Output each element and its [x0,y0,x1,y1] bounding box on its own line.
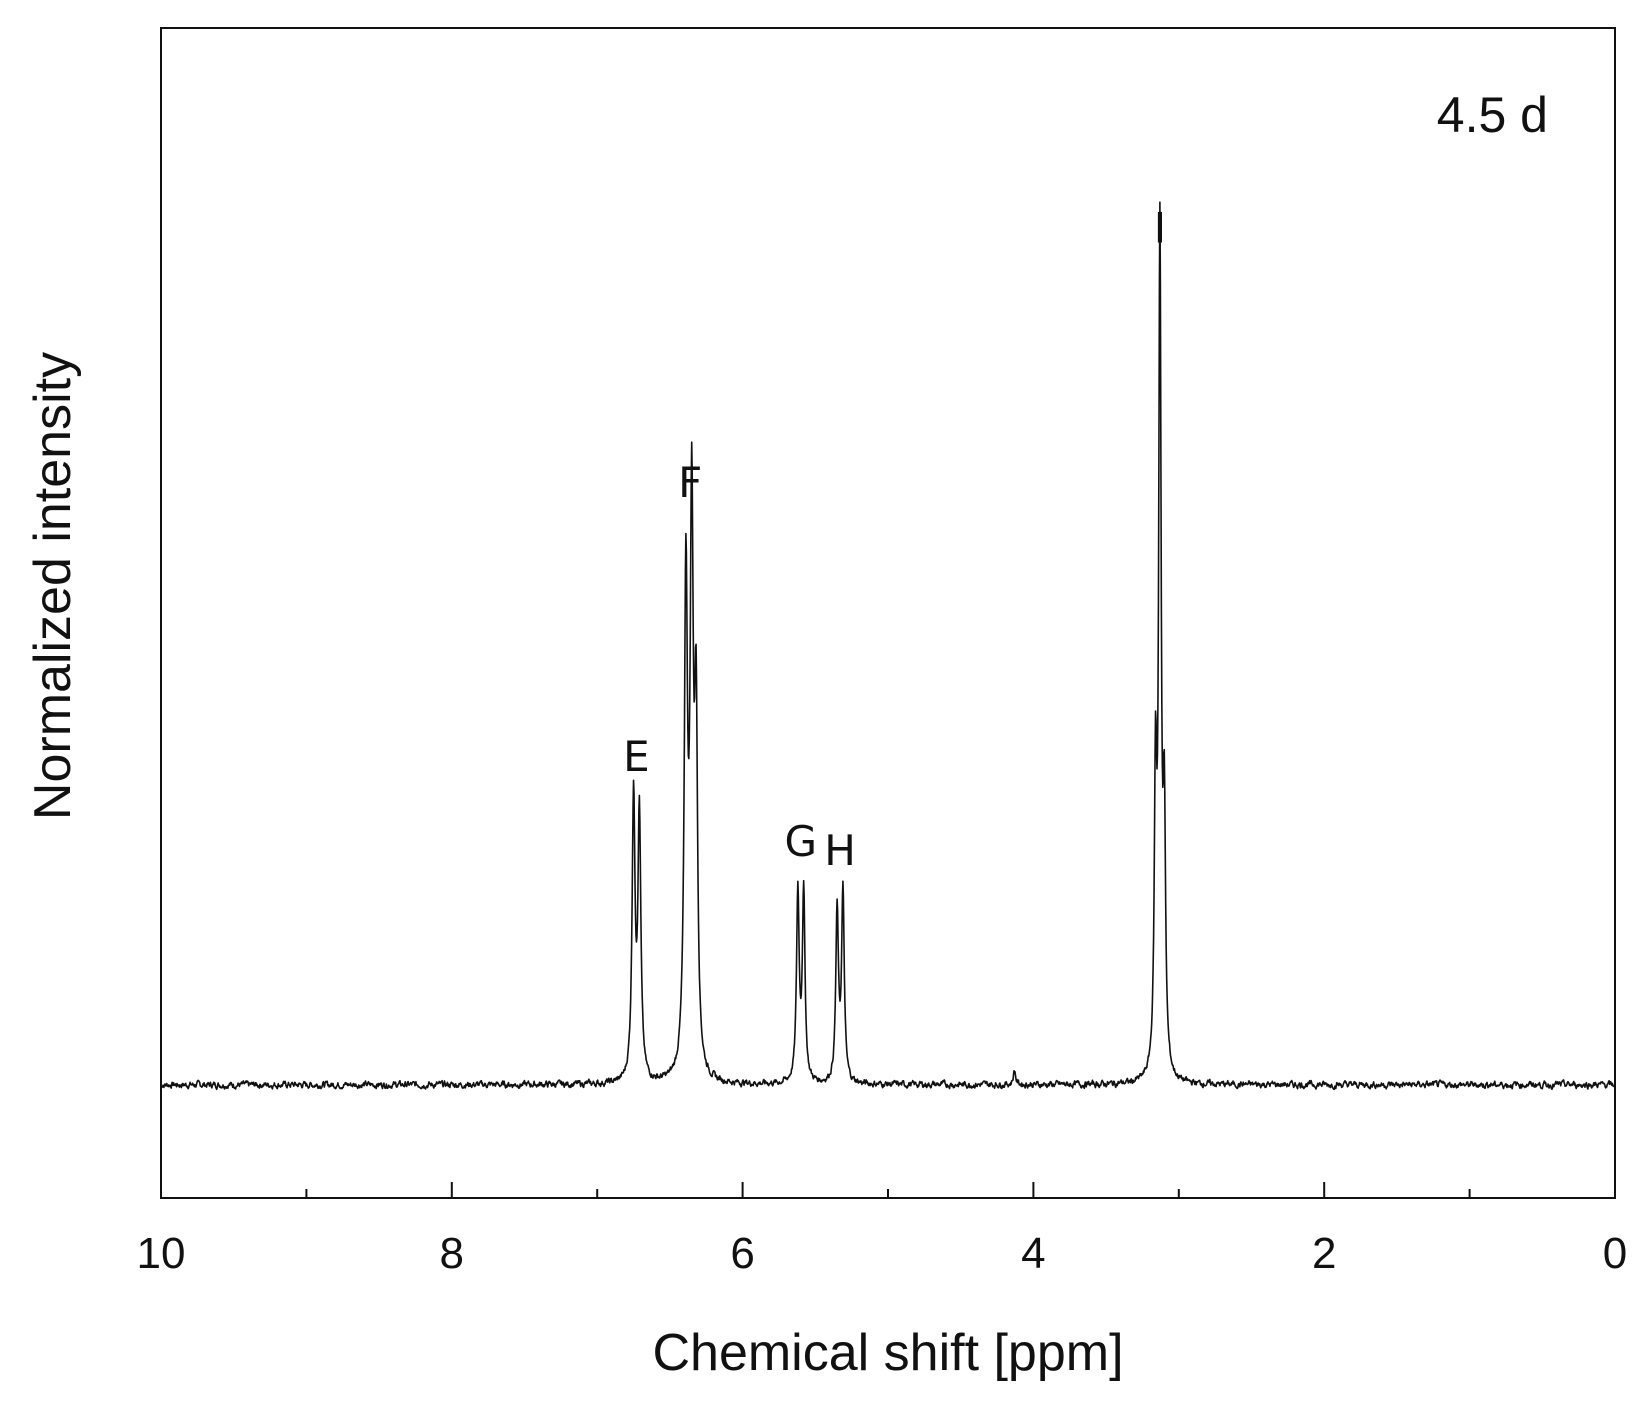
x-tick-label: 4 [1021,1229,1045,1278]
peak-label-i: I [1154,203,1166,252]
x-axis-ticks [160,1182,1616,1198]
x-tick-label: 6 [730,1229,754,1278]
x-tick-label: 8 [440,1229,464,1278]
peak-label-h: H [824,826,856,875]
x-axis-tick-labels: 10 8 6 4 2 0 [137,1229,1628,1278]
x-tick-label: 0 [1603,1229,1627,1278]
y-axis-title: Normalized intensity [24,352,82,820]
peak-label-e: E [623,732,650,781]
peak-label-f: F [678,458,702,507]
time-annotation: 4.5 d [1437,87,1548,143]
peak-label-g: G [784,817,817,866]
x-tick-label: 2 [1312,1229,1336,1278]
x-tick-label: 10 [137,1229,186,1278]
plot-frame [160,27,1616,1199]
spectrum-trace [160,201,1616,1091]
peak-labels: E F G H I [623,203,1166,875]
x-axis-title: Chemical shift [ppm] [652,1324,1123,1382]
